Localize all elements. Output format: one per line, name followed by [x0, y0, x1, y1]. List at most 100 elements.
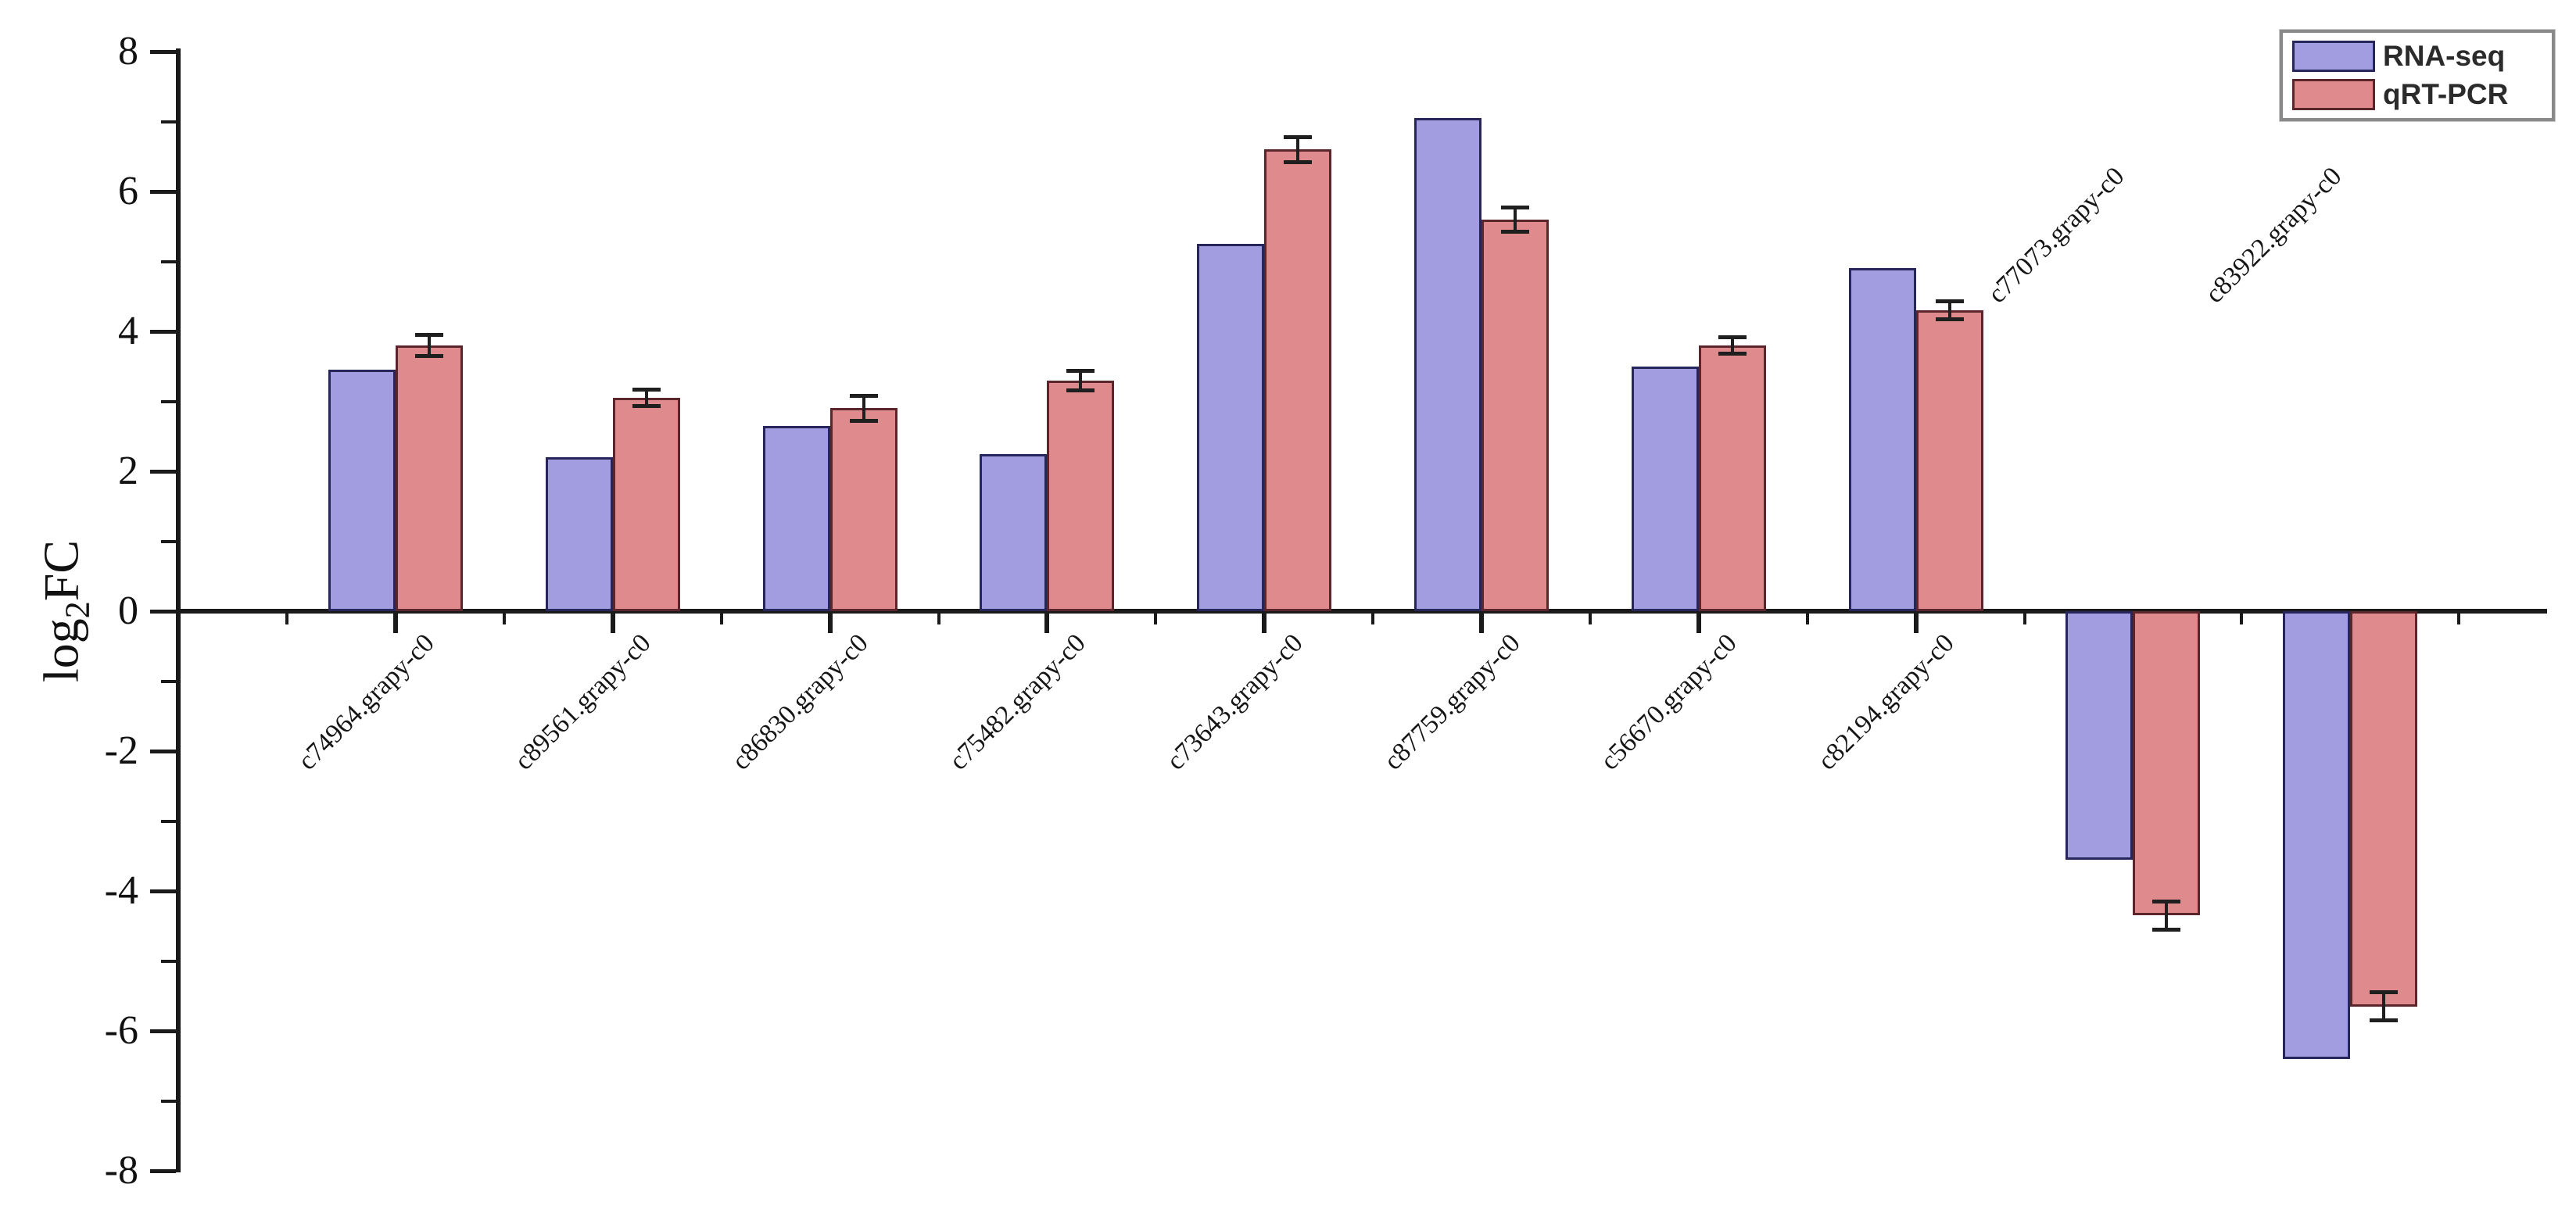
error-bar-cap-upper [415, 332, 443, 337]
error-bar-cap-lower [2152, 927, 2181, 932]
y-minor-tick [161, 120, 176, 123]
error-bar-cap-upper [1066, 368, 1095, 373]
y-major-tick [150, 1168, 176, 1173]
bar-rnaseq-c75482 [980, 453, 1048, 611]
bar-qrtpcr-c83922 [2350, 611, 2418, 1007]
bar-rnaseq-c82194 [1848, 268, 1916, 611]
legend-label-qrtpcr: qRT-PCR [2383, 78, 2509, 110]
x-minor-tick [1588, 614, 1592, 624]
error-bar-cap-upper [632, 387, 661, 392]
bar-rnaseq-c73643 [1197, 244, 1265, 611]
x-major-tick [1262, 614, 1267, 633]
legend-row-qrtpcr: qRT-PCR [2292, 79, 2542, 110]
x-minor-tick [1371, 614, 1375, 624]
category-label-c82194: c82194.grapy-c0 [1812, 628, 1960, 776]
error-bar-cap-upper [1501, 206, 1529, 210]
bar-rnaseq-c86830 [762, 425, 830, 611]
error-bar-line [2165, 901, 2169, 930]
x-major-tick [1913, 614, 1919, 633]
y-minor-tick [161, 539, 176, 543]
error-bar-line [1514, 207, 1517, 231]
error-bar-line [862, 395, 865, 421]
legend-swatch-rnaseq [2292, 41, 2375, 72]
category-label-c77073: c77073.grapy-c0 [1983, 161, 2130, 310]
error-bar-cap-upper [2152, 899, 2181, 903]
y-tick-label: 2 [118, 449, 138, 493]
x-axis-line [176, 609, 2547, 614]
error-bar-line [1947, 301, 1951, 320]
y-minor-tick [161, 259, 176, 263]
y-axis-title-sub: 2 [58, 601, 97, 619]
category-label-c87759: c87759.grapy-c0 [1378, 628, 1526, 776]
x-minor-tick [2022, 614, 2026, 624]
legend-box: RNA-seq qRT-PCR [2280, 30, 2555, 121]
bar-qrtpcr-c75482 [1047, 380, 1115, 611]
y-major-tick [150, 609, 176, 614]
category-label-c89561: c89561.grapy-c0 [509, 628, 657, 776]
error-bar-line [1079, 370, 1083, 391]
error-bar-line [2382, 992, 2386, 1021]
bar-qrtpcr-c56670 [1698, 345, 1766, 611]
y-tick-label: 8 [118, 29, 138, 73]
category-label-c74964: c74964.grapy-c0 [292, 628, 440, 776]
category-label-c83922: c83922.grapy-c0 [2200, 161, 2348, 310]
error-bar-cap-lower [1066, 388, 1095, 392]
error-bar-cap-lower [1501, 229, 1529, 234]
y-tick-label: 0 [118, 589, 138, 633]
y-tick-label: -8 [104, 1148, 138, 1193]
y-major-tick [150, 889, 176, 893]
y-minor-tick [161, 959, 176, 963]
y-tick-label: 6 [118, 169, 138, 213]
bar-qrtpcr-c86830 [829, 408, 897, 611]
x-minor-tick [719, 614, 723, 624]
y-major-tick [150, 49, 176, 54]
x-minor-tick [2240, 614, 2244, 624]
bar-rnaseq-c56670 [1631, 366, 1699, 611]
y-minor-tick [161, 679, 176, 683]
error-bar-cap-lower [849, 419, 878, 424]
y-axis-title: log2FC [33, 540, 98, 682]
y-minor-tick [161, 399, 176, 403]
bar-rnaseq-c83922 [2283, 611, 2351, 1059]
category-label-c86830: c86830.grapy-c0 [726, 628, 874, 776]
error-bar-cap-lower [632, 404, 661, 409]
y-axis-title-post: FC [33, 539, 89, 602]
y-minor-tick [161, 1099, 176, 1103]
x-major-tick [610, 614, 615, 633]
bar-qrtpcr-c77073 [2133, 611, 2201, 916]
bar-rnaseq-c89561 [545, 457, 613, 611]
bar-rnaseq-c77073 [2065, 611, 2134, 860]
bar-qrtpcr-c89561 [612, 398, 680, 611]
bar-qrtpcr-c74964 [396, 345, 463, 611]
bar-qrtpcr-c73643 [1264, 149, 1332, 611]
x-minor-tick [2457, 614, 2461, 624]
y-major-tick [150, 189, 176, 194]
error-bar-line [1730, 337, 1734, 354]
category-label-c56670: c56670.grapy-c0 [1595, 628, 1743, 776]
bar-qrtpcr-c82194 [1915, 310, 1983, 611]
error-bar-cap-lower [2370, 1018, 2399, 1023]
legend-row-rnaseq: RNA-seq [2292, 41, 2542, 72]
x-minor-tick [1805, 614, 1809, 624]
error-bar-cap-lower [1284, 159, 1313, 164]
error-bar-cap-upper [2370, 990, 2399, 995]
category-label-c75482: c75482.grapy-c0 [944, 628, 1091, 776]
bar-rnaseq-c74964 [328, 370, 396, 611]
error-bar-cap-lower [1935, 317, 1964, 322]
y-major-tick [150, 329, 176, 334]
y-major-tick [150, 469, 176, 474]
x-minor-tick [502, 614, 506, 624]
x-major-tick [827, 614, 833, 633]
error-bar-cap-upper [1284, 134, 1313, 139]
error-bar-cap-upper [1935, 299, 1964, 303]
y-tick-label: 4 [118, 309, 138, 353]
error-bar-line [428, 335, 431, 356]
x-minor-tick [285, 614, 289, 624]
legend-label-rnaseq: RNA-seq [2383, 40, 2506, 72]
x-minor-tick [937, 614, 940, 624]
error-bar-cap-lower [1718, 352, 1747, 356]
bar-qrtpcr-c87759 [1481, 219, 1549, 611]
y-minor-tick [161, 819, 176, 823]
error-bar-line [1296, 137, 1300, 163]
